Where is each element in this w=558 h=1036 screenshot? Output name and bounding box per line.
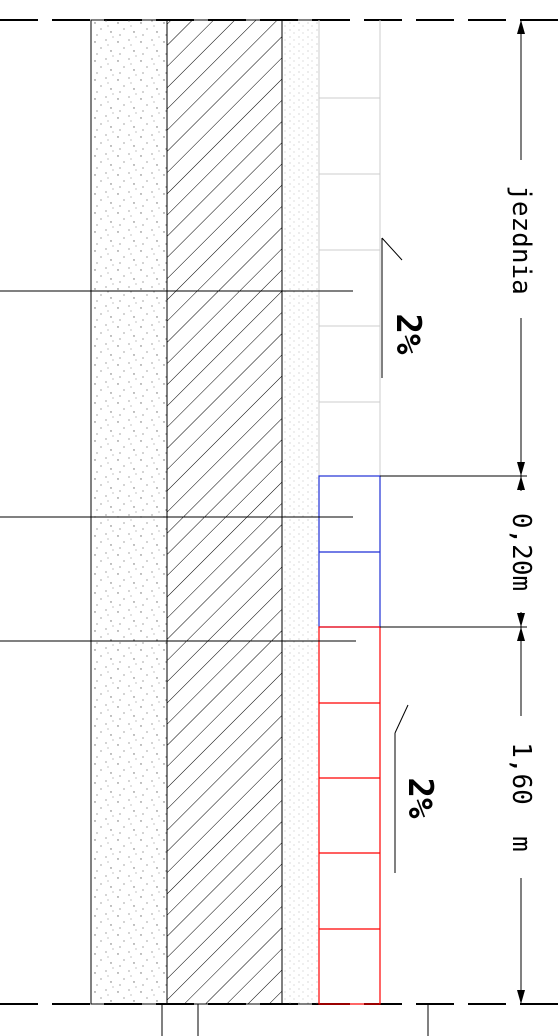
slope-indicator-lower: 2% (394, 704, 440, 873)
dim-arrow (517, 613, 525, 627)
sidewalk-grid (318, 626, 381, 1005)
dim-arrow (517, 20, 525, 34)
dimension-label-roadway: jezdnia (506, 185, 536, 295)
dimension-label-sidewalk: 1,60 m (506, 742, 536, 852)
dim-arrow (517, 627, 525, 641)
separator-strip (318, 475, 381, 628)
slope-label-lower: 2% (400, 778, 440, 819)
slope-label-upper: 2% (388, 314, 428, 355)
dim-arrow (517, 476, 525, 490)
dimension-label-separator: 0,20m (506, 513, 536, 591)
pavement-grid (318, 20, 381, 476)
dim-arrow (517, 990, 525, 1004)
sand-layer (90, 19, 168, 1005)
fine-aggregate-layer (281, 19, 320, 1005)
slope-indicator-upper: 2% (381, 237, 428, 378)
hatched-base-layer (166, 19, 283, 1005)
dimension-line (517, 20, 525, 1004)
reference-lines (0, 290, 527, 642)
bottom-stubs (161, 1004, 429, 1036)
dim-arrow (517, 462, 525, 476)
